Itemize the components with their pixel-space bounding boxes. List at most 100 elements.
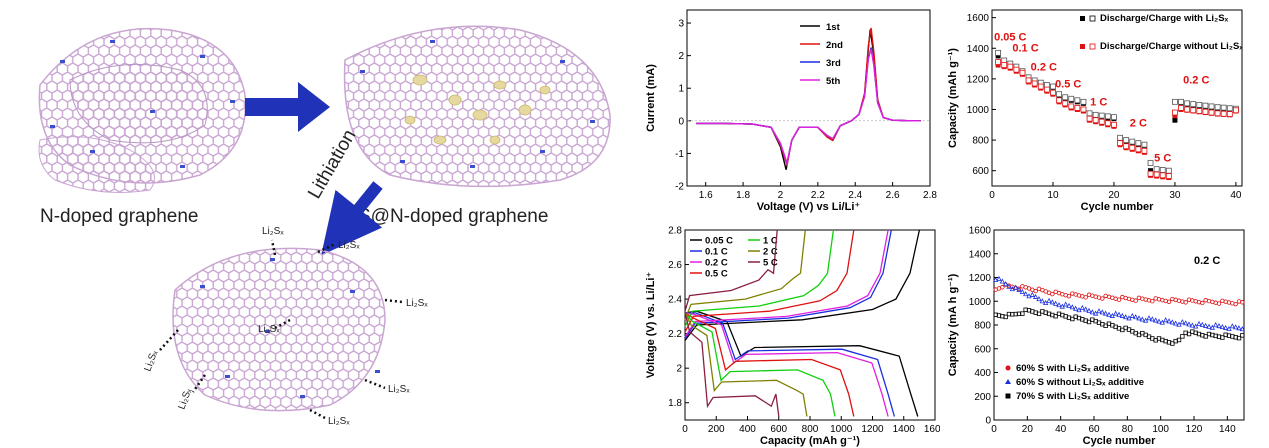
legend-swatch — [1005, 393, 1011, 399]
legend-entry: 0.1 C — [705, 247, 728, 258]
cycling-point — [1203, 322, 1209, 328]
cycling-point — [1029, 291, 1035, 297]
rate-charge-point — [1098, 112, 1105, 119]
rate-charge-point — [1159, 172, 1166, 179]
y-tick-label: 1000 — [969, 297, 992, 308]
x-axis-label: Cycle number — [1081, 201, 1154, 213]
rate-charge-point — [1117, 134, 1123, 141]
y-tick-label: 400 — [974, 368, 991, 379]
lithiated-graphene-illustration — [159, 239, 403, 420]
legend-entry: 1 C — [763, 236, 778, 247]
cycling-point — [1079, 304, 1085, 311]
x-tick-label: 100 — [1152, 424, 1169, 435]
polysulfide-label-1: Li₂Sₓ — [262, 226, 284, 237]
y-tick-label: 1600 — [967, 13, 990, 24]
rate-charge-point — [1062, 100, 1069, 107]
rate-discharge-point — [1172, 113, 1178, 119]
cycling-point — [1103, 310, 1109, 316]
rate-charge-point — [1178, 98, 1184, 105]
rate-annotation: 0.1 C — [1012, 42, 1038, 54]
x-tick-label: 20 — [1022, 424, 1034, 435]
cycling-point — [1143, 317, 1149, 323]
cycling-point — [1039, 298, 1045, 304]
rate-charge-point — [1147, 170, 1154, 177]
cycling-point — [1133, 298, 1138, 303]
cycling-point — [1033, 293, 1039, 299]
plot-frame — [686, 9, 931, 187]
cycling-point — [1170, 341, 1175, 346]
legend-swatch-filled — [1080, 44, 1085, 49]
rate-charge-point — [1135, 146, 1142, 153]
rate-discharge-point — [1148, 168, 1154, 174]
legend-entry: Discharge/Charge without Li₂Sₓ — [1100, 41, 1243, 52]
rate-charge-point — [1019, 69, 1026, 76]
cycling-point — [1086, 319, 1092, 325]
rate-charge-point — [1208, 103, 1215, 110]
chart-cv: 1.6 1.8 2 2.2 2.4 2.6 2.8 -2 -1 0 1 2 3 Voltage (V) v… — [645, 9, 937, 213]
y-tick-label: -1 — [675, 149, 684, 160]
polysulfide-label-4: Li₂Sₓ — [258, 324, 280, 335]
y-tick-label: 1400 — [969, 249, 992, 260]
x-tick-label: 2.4 — [848, 190, 862, 201]
cycling-point — [1053, 300, 1059, 306]
cycling-point — [1196, 320, 1202, 326]
cycling-point — [1053, 314, 1058, 319]
rate-discharge-point — [1135, 143, 1141, 149]
cycling-point — [1019, 288, 1025, 294]
rate-charge-point — [1202, 108, 1209, 115]
rate-charge-point — [1214, 104, 1221, 111]
cycling-point — [1100, 296, 1105, 301]
y-tick-label: 2.4 — [668, 295, 682, 306]
y-tick-label: 1600 — [969, 226, 992, 237]
chart-voltage-profiles: 0 200 400 600 800 1000 1200 1400 1600 1.8 2 2.2 2.4 2… — [645, 226, 940, 448]
rate-charge-point — [1172, 109, 1178, 116]
rate-charge-point — [1013, 66, 1020, 73]
cycling-point — [1166, 318, 1172, 324]
cv-series-3rd — [696, 47, 921, 166]
rate-charge-point — [1172, 98, 1178, 105]
y-tick-label: 600 — [972, 166, 989, 177]
cycling-point — [1050, 291, 1055, 297]
nitrogen-dopants-2 — [360, 40, 595, 168]
y-tick-label: 1200 — [969, 273, 992, 284]
cycling-point — [1199, 321, 1205, 327]
rate-charge-point — [1123, 143, 1130, 150]
cycling-point — [1183, 320, 1189, 326]
cycling-point — [1156, 318, 1162, 324]
cycling-point — [1219, 323, 1225, 330]
x-tick-label: 30 — [1169, 190, 1181, 201]
cycling-point — [1200, 300, 1205, 306]
cycling-point — [1073, 305, 1079, 311]
cycling-point — [1016, 286, 1022, 292]
profile-charge-0.5 C — [684, 229, 855, 333]
cycling-point — [1013, 284, 1019, 290]
cycling-point — [1189, 322, 1195, 328]
cycling-point — [1109, 312, 1115, 318]
cycling-point — [1129, 312, 1135, 318]
y-axis-label: Voltage (V) vs. Li/Li⁺ — [645, 272, 657, 379]
rate-charge-point — [1141, 141, 1148, 148]
polysulfide-label-8: Li₂Sₓ — [176, 386, 194, 411]
cycling-point — [1063, 301, 1069, 307]
rate-charge-point — [1196, 101, 1203, 108]
y-tick-label: -2 — [675, 182, 684, 193]
cycling-point — [1209, 324, 1215, 330]
rate-charge-point — [1147, 160, 1154, 166]
cycling-point — [1003, 314, 1008, 320]
rate-charge-point — [995, 49, 1001, 56]
cycling-point — [996, 275, 1002, 281]
cycling-point — [1089, 309, 1095, 315]
plot-frame — [991, 9, 1243, 187]
cycling-point — [1023, 291, 1029, 297]
cycling-point — [1006, 283, 1012, 289]
rate-annotation: 0.2 C — [1183, 74, 1209, 86]
rate-charge-point — [1129, 144, 1136, 151]
y-tick-label: 1 — [678, 84, 684, 95]
cycling-point — [1176, 321, 1182, 327]
arrow-right-icon — [245, 82, 330, 132]
x-tick-label: 0 — [989, 190, 995, 201]
cycling-point — [1070, 316, 1075, 322]
profile-charge-0.05 C — [684, 229, 921, 341]
rate-charge-point — [1056, 97, 1062, 104]
x-tick-label: 2.6 — [886, 190, 900, 201]
